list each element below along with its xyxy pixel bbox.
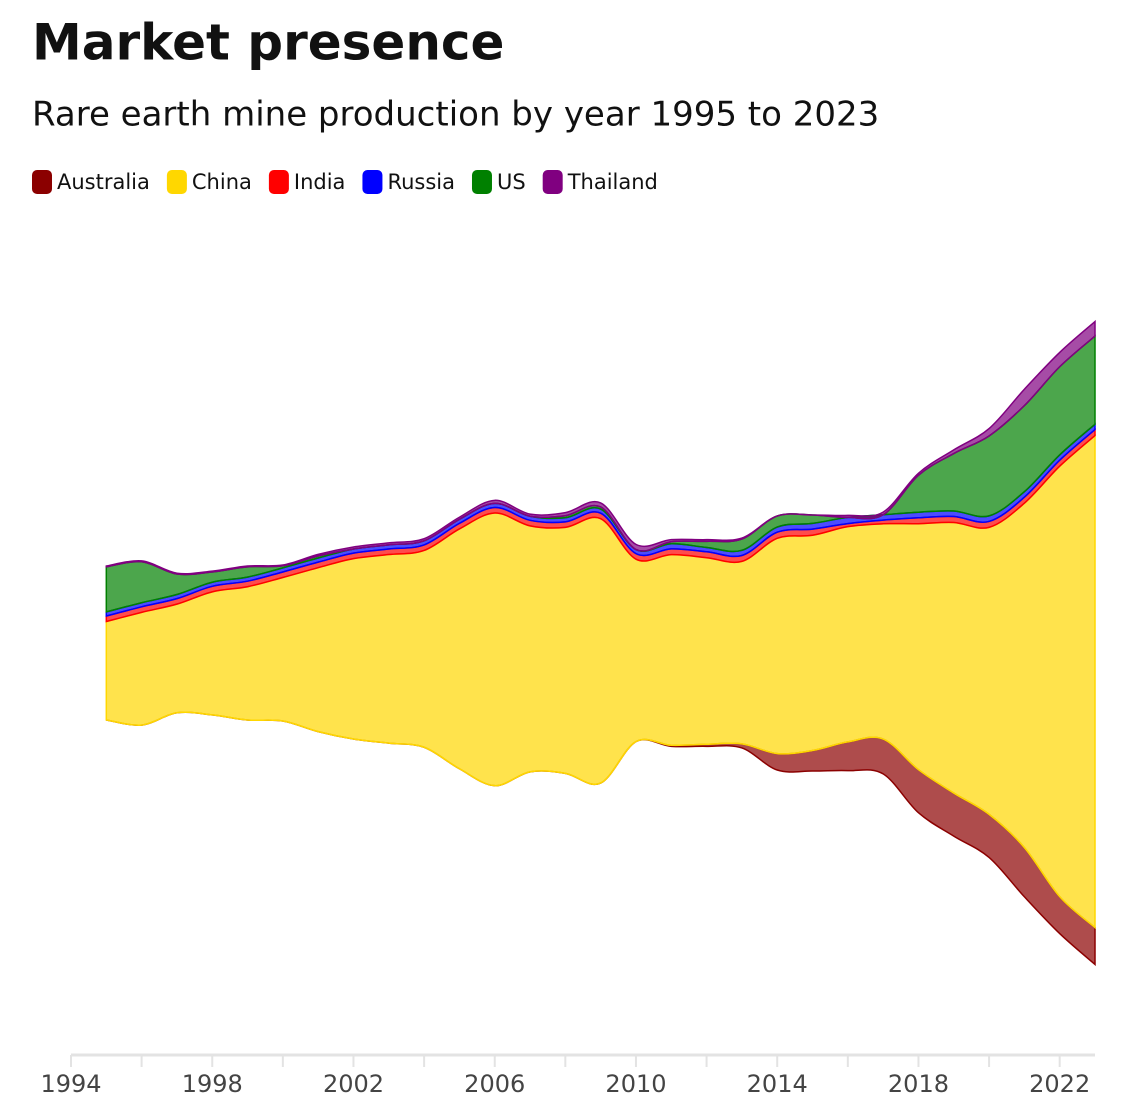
legend-swatch <box>362 170 383 194</box>
legend: Australia China India Russia US Thailand <box>32 170 658 194</box>
legend-label: US <box>497 170 526 194</box>
x-tick-label: 1998 <box>182 1070 243 1098</box>
x-tick-label: 2014 <box>747 1070 808 1098</box>
legend-swatch <box>471 170 492 194</box>
legend-swatch <box>268 170 289 194</box>
legend-label: Russia <box>387 170 455 194</box>
chart-title: Market presence <box>32 14 504 72</box>
legend-label: India <box>294 170 346 194</box>
legend-swatch <box>32 170 52 194</box>
x-tick-label: 2006 <box>464 1070 525 1098</box>
x-tick-label: 2010 <box>605 1070 666 1098</box>
chart-subtitle: Rare earth mine production by year 1995 … <box>32 95 879 135</box>
x-tick-label: 1994 <box>40 1070 101 1098</box>
legend-swatch <box>542 170 563 194</box>
legend-label: China <box>192 170 252 194</box>
x-axis: 1994 1998 2002 2006 2010 2014 2018 2022 <box>40 1053 1095 1098</box>
legend-swatch <box>166 170 187 194</box>
x-tick-label: 2018 <box>888 1070 949 1098</box>
x-tick-label: 2022 <box>1029 1070 1090 1098</box>
plot <box>105 319 1096 967</box>
legend-label: Thailand <box>567 170 658 194</box>
legend-label: Australia <box>57 170 150 194</box>
x-tick-label: 2002 <box>323 1070 384 1098</box>
stream-area <box>105 319 1096 576</box>
